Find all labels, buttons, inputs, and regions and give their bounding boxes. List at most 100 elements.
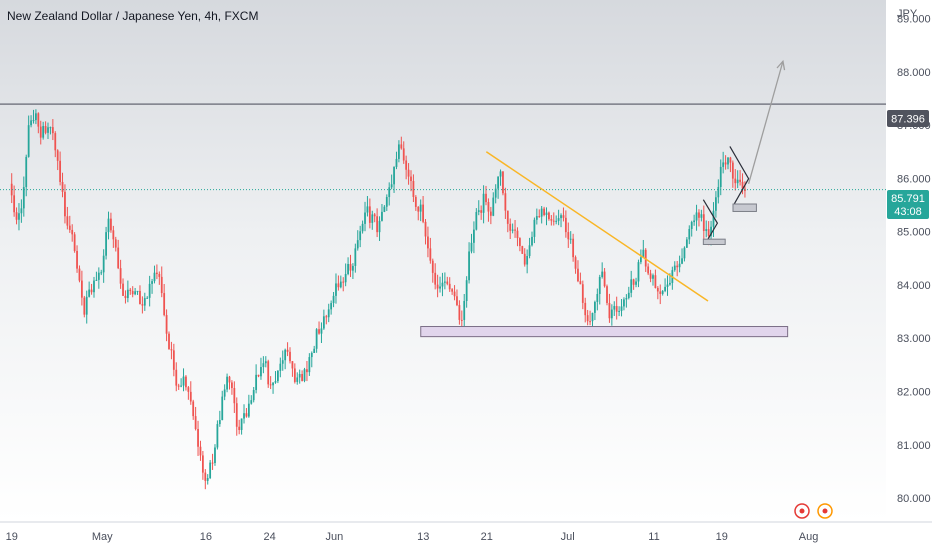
consolidation-box xyxy=(732,203,757,212)
candle xyxy=(88,281,91,298)
candle-body xyxy=(618,310,621,312)
candle xyxy=(623,297,625,311)
candle-body xyxy=(160,276,163,294)
candle-body xyxy=(552,220,555,222)
candle-body xyxy=(702,214,705,231)
candle xyxy=(661,290,664,296)
candle-body xyxy=(642,249,645,258)
candle-body xyxy=(180,385,183,387)
support-zone xyxy=(420,326,789,338)
time-tick-label: 11 xyxy=(648,531,659,543)
candle xyxy=(727,157,729,170)
candle xyxy=(376,208,379,238)
candle-body xyxy=(368,206,371,223)
candle-body xyxy=(78,268,81,281)
candle xyxy=(175,362,178,392)
candle xyxy=(49,126,52,135)
candle-body xyxy=(332,295,335,304)
candle-body xyxy=(124,295,127,299)
candle-body xyxy=(729,157,732,163)
candle-body xyxy=(90,289,93,293)
candle xyxy=(255,364,258,394)
candle xyxy=(364,201,366,232)
candle-body xyxy=(272,382,274,386)
candle-body xyxy=(669,282,671,285)
candle-body xyxy=(107,218,110,233)
candle xyxy=(83,295,86,318)
candle xyxy=(502,171,504,196)
candle-body xyxy=(407,169,410,177)
candle-body xyxy=(141,304,144,306)
candle xyxy=(654,269,657,289)
candle xyxy=(664,278,666,293)
candle xyxy=(581,280,584,310)
candle xyxy=(497,176,500,199)
current-price-badge: 85.791 43:08 xyxy=(887,190,929,219)
time-tick-label: Aug xyxy=(799,531,819,543)
candle-body xyxy=(734,178,737,184)
candle-body xyxy=(37,113,40,127)
candle xyxy=(189,381,192,405)
candle-body xyxy=(313,348,316,353)
candle-body xyxy=(548,212,550,220)
candle xyxy=(574,255,577,274)
candle xyxy=(139,285,141,305)
economic-event-icon[interactable] xyxy=(794,503,810,519)
candle-body xyxy=(264,361,267,364)
candle-body xyxy=(722,162,725,167)
time-axis[interactable]: 19 May 16 24 Jun 13 21 Jul 11 19 Aug xyxy=(6,531,819,543)
candle-body xyxy=(201,455,204,473)
candle-body xyxy=(412,181,415,197)
candle-body xyxy=(480,210,483,213)
candle-body xyxy=(308,357,311,373)
candle xyxy=(117,239,120,270)
candle xyxy=(397,140,400,163)
candle-body xyxy=(49,127,52,129)
candle-body xyxy=(257,374,260,377)
candle-body xyxy=(163,293,166,316)
dividend-event-icon[interactable] xyxy=(817,503,833,519)
candle xyxy=(521,245,524,255)
candle-body xyxy=(482,193,485,213)
candle xyxy=(105,226,107,260)
candle-body xyxy=(463,301,466,320)
candle xyxy=(414,195,417,211)
candle xyxy=(569,231,572,244)
candle xyxy=(71,224,74,242)
candle-body xyxy=(736,179,739,184)
candle xyxy=(620,299,623,317)
candle-body xyxy=(378,220,381,233)
candle-body xyxy=(320,328,323,334)
candle-body xyxy=(698,212,700,218)
candle-body xyxy=(269,384,272,386)
candle xyxy=(216,420,219,450)
candle-body xyxy=(690,222,693,229)
candle xyxy=(688,225,691,245)
candle xyxy=(610,304,613,326)
candle-body xyxy=(523,253,526,265)
candle-body xyxy=(560,215,562,219)
candle-body xyxy=(114,239,117,248)
candle-body xyxy=(685,239,688,248)
candle xyxy=(518,237,521,252)
candle xyxy=(97,267,100,289)
candle-body xyxy=(61,181,64,192)
candle xyxy=(264,356,267,368)
candle-body xyxy=(165,315,168,334)
candle-body xyxy=(172,350,175,370)
candle xyxy=(327,303,330,323)
candle-body xyxy=(243,413,245,419)
candle xyxy=(221,390,224,421)
candle-body xyxy=(356,240,359,249)
candle xyxy=(424,219,427,245)
candle xyxy=(608,293,611,323)
candle-body xyxy=(59,160,62,182)
candle xyxy=(458,300,461,325)
candle-body xyxy=(613,306,616,310)
candle-body xyxy=(485,193,487,203)
candle xyxy=(635,277,637,288)
candle-body xyxy=(388,187,391,198)
candle-body xyxy=(390,184,393,188)
candle-body xyxy=(262,363,265,368)
